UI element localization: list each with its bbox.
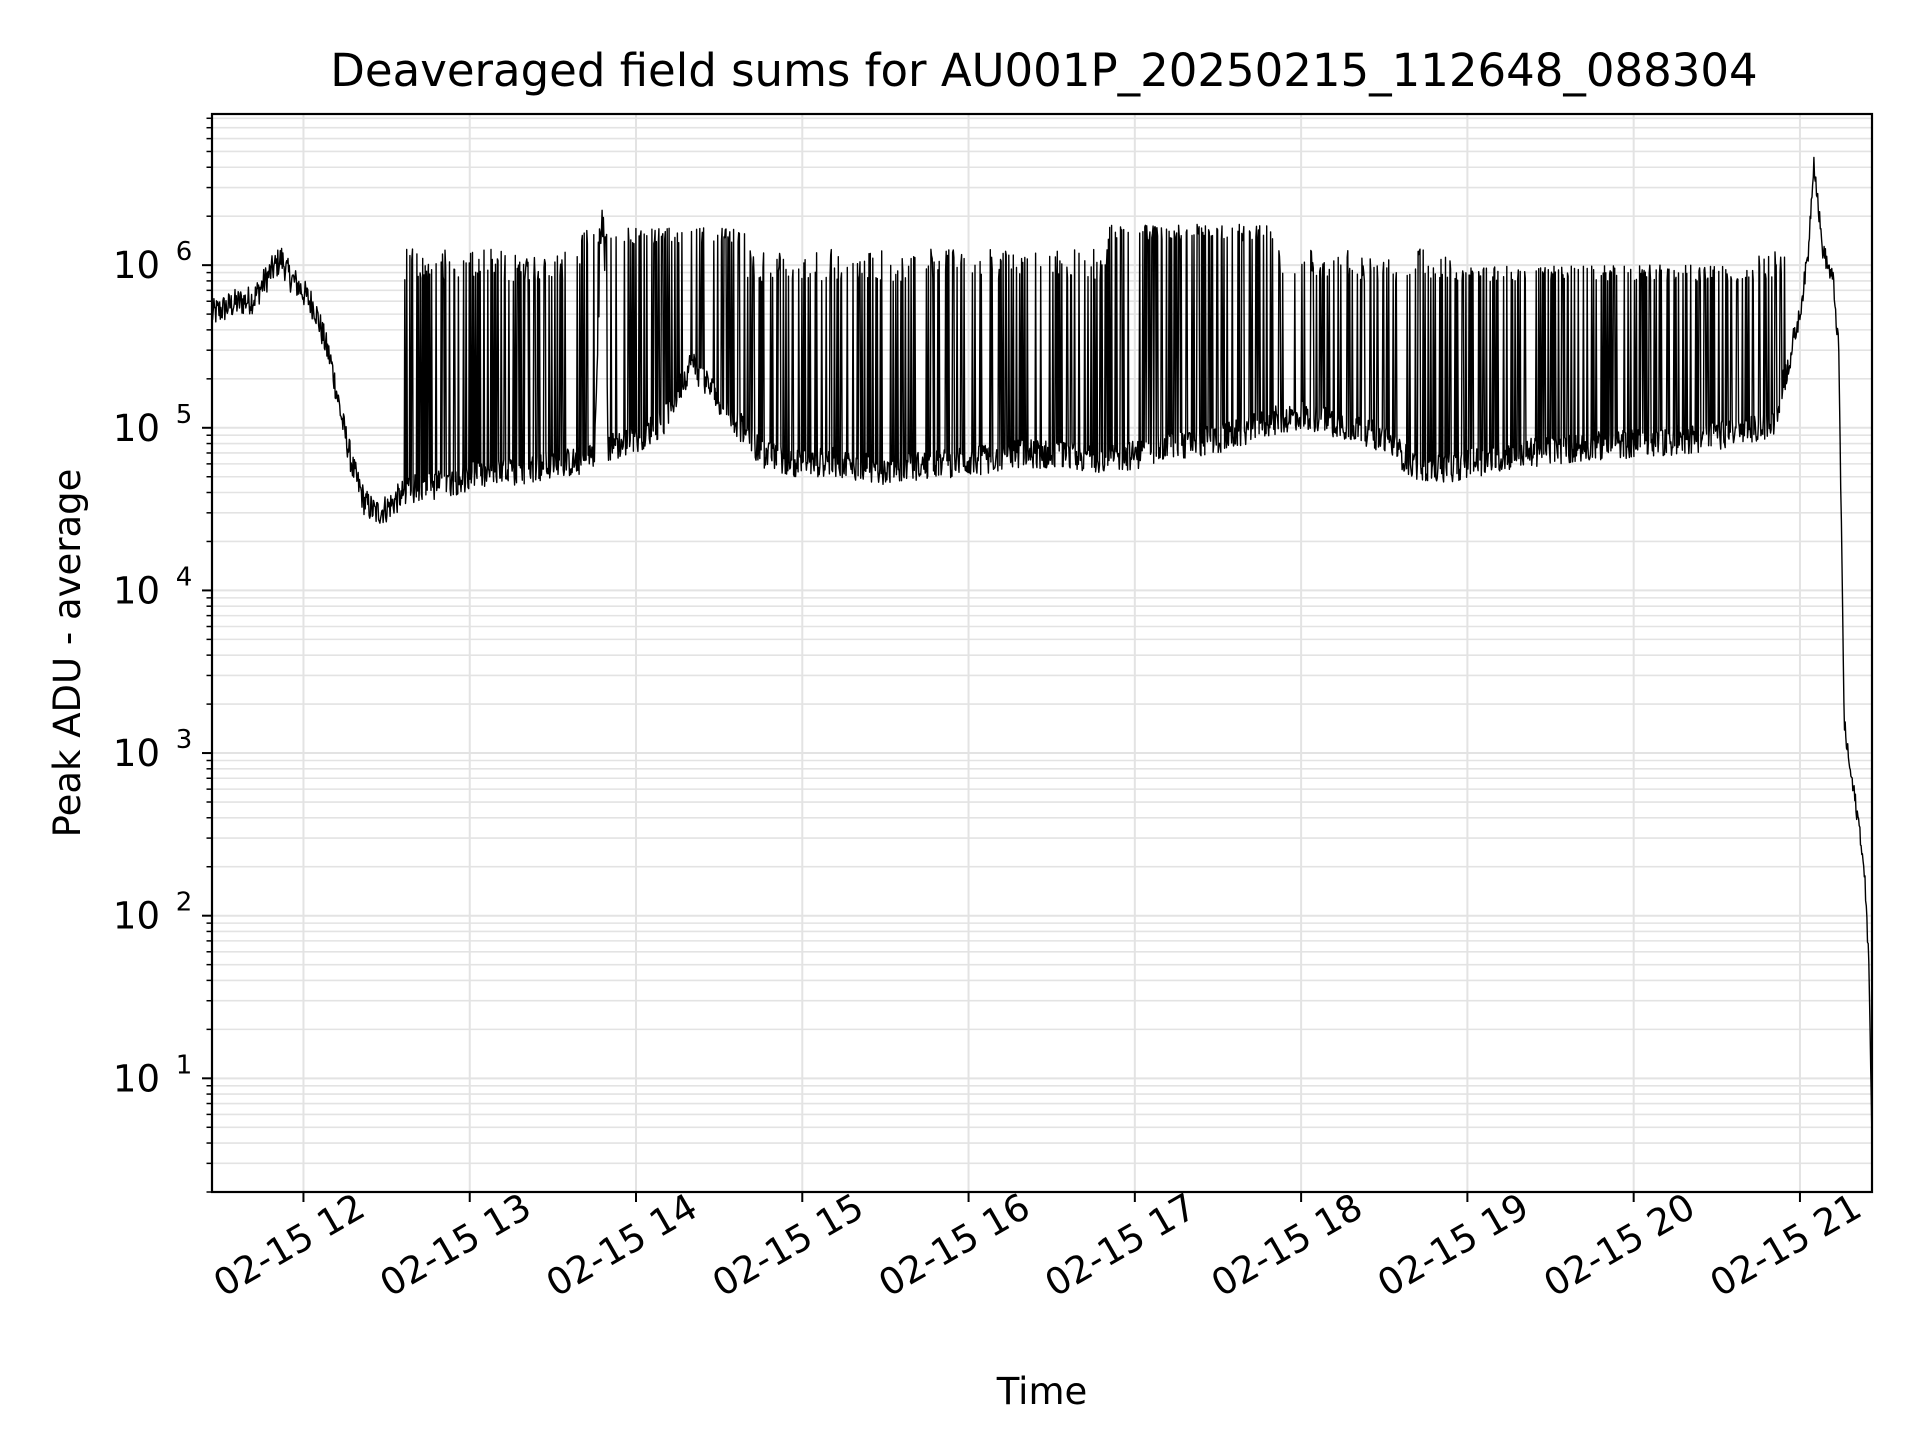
y-tick-label: 10 [113,244,160,287]
y-tick-exponent: 6 [176,237,193,267]
y-tick-label: 10 [113,732,160,775]
plot-frame [210,112,1874,1194]
y-tick-exponent: 2 [176,888,193,918]
y-axis-label: Peak ADU - average [46,469,89,838]
x-axis-label: Time [996,1370,1088,1413]
y-tick-label: 10 [113,1057,160,1100]
y-tick-label: 10 [113,407,160,450]
series-line [211,156,1873,1144]
y-tick-exponent: 4 [176,562,193,592]
y-tick-exponent: 5 [176,400,193,430]
y-tick-label: 10 [113,569,160,612]
y-tick-exponent: 1 [176,1050,193,1080]
series-layer [211,156,1873,1144]
y-tick-exponent: 3 [176,725,193,755]
chart-title: Deaveraged field sums for AU001P_2025021… [330,44,1757,97]
y-tick-label: 10 [113,895,160,938]
